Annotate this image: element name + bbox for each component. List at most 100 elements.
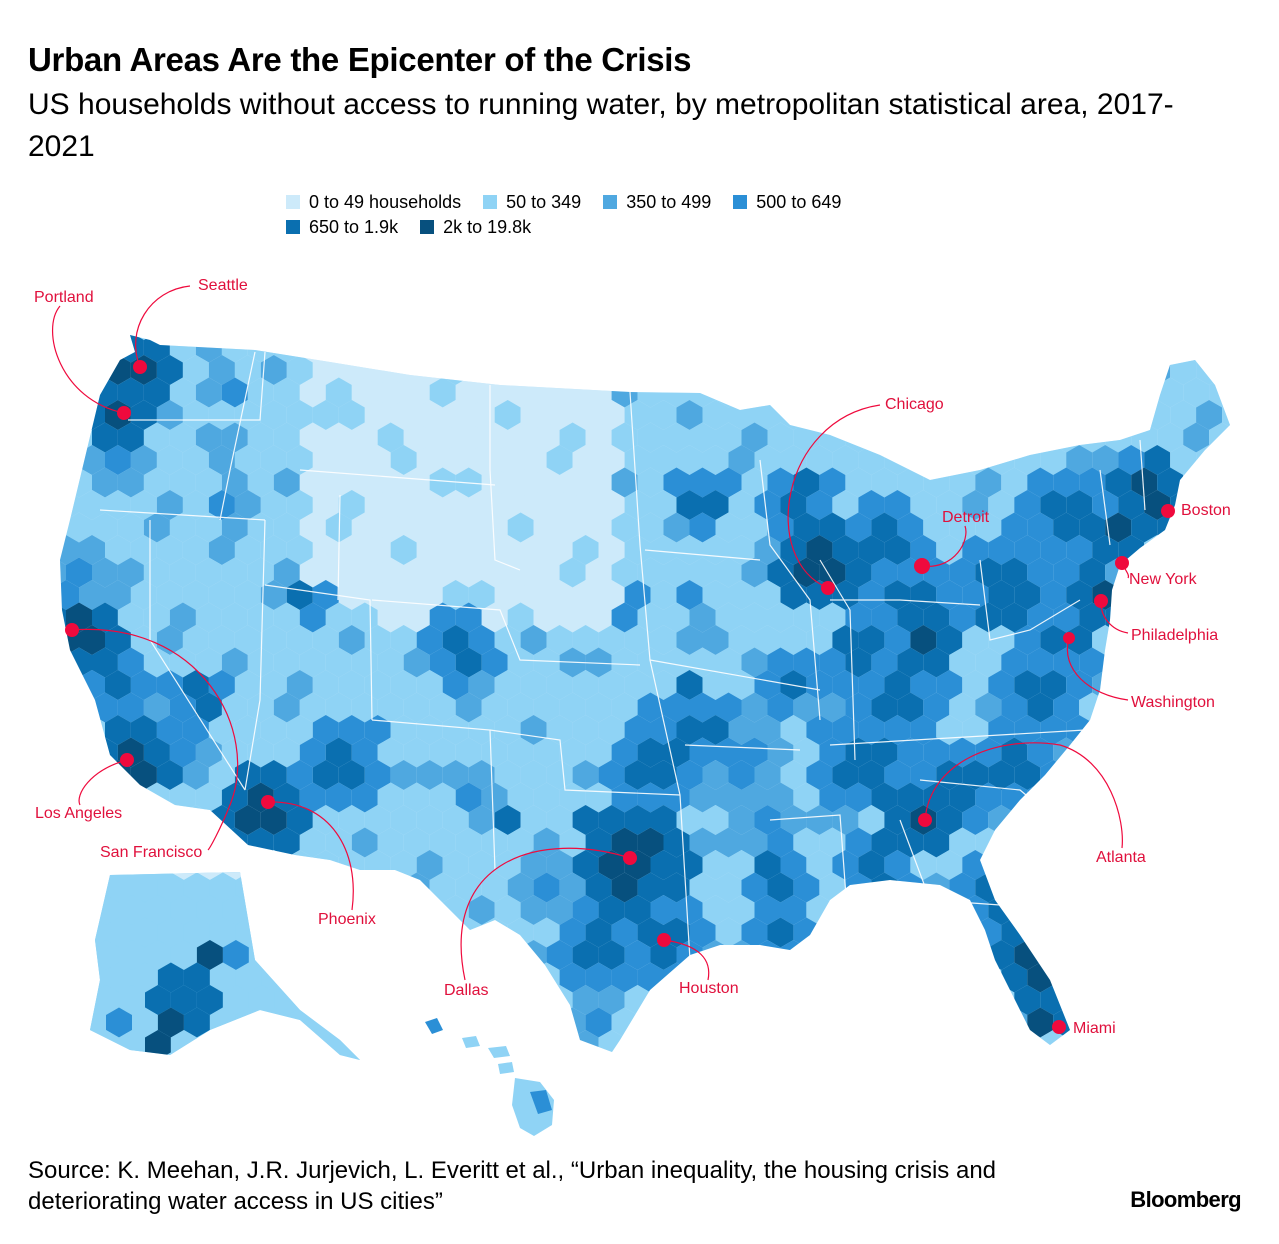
hex-cell bbox=[79, 490, 105, 520]
hex-cell bbox=[1079, 872, 1106, 903]
hex-cell bbox=[871, 827, 898, 858]
hex-cell bbox=[624, 445, 651, 475]
hex-cell bbox=[208, 445, 235, 475]
hex-cell bbox=[832, 445, 859, 475]
hex-cell bbox=[169, 737, 196, 768]
hex-cell bbox=[183, 962, 210, 993]
hex-cell bbox=[936, 625, 963, 655]
hex-cell bbox=[1053, 917, 1080, 948]
hex-cell bbox=[598, 715, 625, 745]
hex-cell bbox=[494, 625, 521, 655]
hex-cell bbox=[637, 602, 664, 633]
hex-cell bbox=[403, 557, 430, 588]
hex-cell bbox=[209, 1052, 236, 1060]
hex-cell bbox=[1222, 1030, 1230, 1052]
hex-cell bbox=[1079, 782, 1106, 813]
hex-cell bbox=[208, 400, 235, 430]
hex-cell bbox=[1183, 872, 1210, 903]
hex-cell bbox=[390, 400, 417, 430]
hex-cell bbox=[572, 400, 599, 430]
hex-cell bbox=[806, 490, 833, 520]
hex-cell bbox=[416, 625, 443, 655]
hex-cell bbox=[442, 940, 469, 970]
seattle-leader bbox=[135, 285, 191, 368]
hex-cell bbox=[728, 625, 755, 655]
hex-cell bbox=[910, 445, 937, 475]
hex-cell bbox=[533, 512, 560, 543]
hex-cell bbox=[897, 1007, 924, 1038]
hex-cell bbox=[286, 715, 313, 745]
hex-cell bbox=[390, 535, 417, 565]
hex-cell bbox=[1053, 962, 1080, 993]
hex-cell bbox=[845, 557, 872, 588]
hex-cell bbox=[962, 805, 989, 835]
hex-cell bbox=[754, 625, 781, 655]
hex-cell bbox=[871, 962, 898, 993]
hex-cell bbox=[106, 962, 132, 993]
hex-cell bbox=[767, 1007, 794, 1038]
hex-cell bbox=[936, 895, 963, 925]
hex-cell bbox=[468, 715, 495, 745]
hex-cell bbox=[195, 647, 222, 678]
hex-cell bbox=[494, 985, 521, 1015]
hex-cell bbox=[143, 737, 170, 768]
hex-cell bbox=[247, 602, 274, 633]
dallas-marker bbox=[623, 851, 637, 865]
hex-cell bbox=[429, 872, 456, 903]
hex-cell bbox=[1235, 828, 1261, 858]
hex-cell bbox=[975, 1053, 1001, 1083]
hex-cell bbox=[845, 737, 872, 768]
hex-cell bbox=[312, 670, 339, 700]
hex-cell bbox=[169, 422, 196, 453]
hex-cell bbox=[1040, 335, 1067, 340]
hex-cell bbox=[832, 805, 859, 835]
hex-cell bbox=[234, 805, 261, 835]
hex-cell bbox=[689, 872, 716, 903]
hex-cell bbox=[27, 580, 53, 610]
hex-cell bbox=[1014, 850, 1041, 880]
hex-cell bbox=[1183, 377, 1210, 408]
hex-cell bbox=[559, 737, 586, 768]
hex-cell bbox=[546, 760, 573, 790]
hex-cell bbox=[170, 985, 197, 1015]
hex-cell bbox=[1222, 625, 1230, 655]
hex-cell bbox=[326, 1053, 352, 1083]
hex-cell bbox=[1092, 940, 1119, 970]
portland-marker bbox=[117, 406, 131, 420]
hex-cell bbox=[611, 782, 638, 813]
hex-cell bbox=[1170, 760, 1197, 790]
hex-cell bbox=[299, 377, 326, 408]
hex-cell bbox=[689, 827, 716, 858]
hex-cell bbox=[494, 445, 521, 475]
hex-cell bbox=[819, 377, 846, 408]
hex-cell bbox=[90, 872, 106, 903]
hex-cell bbox=[429, 692, 456, 723]
hex-cell bbox=[1079, 377, 1106, 408]
hex-cell bbox=[442, 805, 469, 835]
hex-cell bbox=[1027, 602, 1054, 633]
hex-cell bbox=[1001, 602, 1028, 633]
hex-cell bbox=[572, 985, 599, 1015]
hex-cell bbox=[1157, 827, 1184, 858]
hex-cell bbox=[299, 512, 326, 543]
hex-cell bbox=[728, 805, 755, 835]
hex-cell bbox=[429, 827, 456, 858]
hex-cell bbox=[598, 335, 625, 340]
hex-cell bbox=[689, 782, 716, 813]
hex-cell bbox=[274, 1053, 300, 1083]
hex-cell bbox=[208, 355, 235, 385]
hex-cell bbox=[520, 985, 547, 1015]
hex-cell bbox=[364, 490, 391, 520]
hex-cell bbox=[117, 692, 144, 723]
hex-cell bbox=[60, 445, 79, 475]
hex-cell bbox=[676, 400, 703, 430]
hex-cell bbox=[312, 715, 339, 745]
hex-cell bbox=[559, 557, 586, 588]
hex-cell bbox=[1144, 335, 1171, 340]
hex-cell bbox=[351, 512, 378, 543]
hex-cell bbox=[962, 625, 989, 655]
hex-cell bbox=[27, 850, 53, 880]
hex-cell bbox=[221, 467, 248, 498]
hex-cell bbox=[416, 850, 443, 880]
hex-cell bbox=[897, 737, 924, 768]
